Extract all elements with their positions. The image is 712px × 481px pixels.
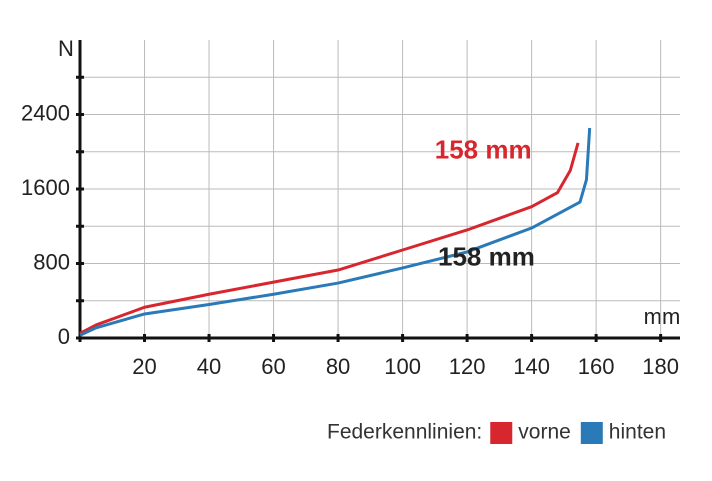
x-tick-label: 80 (326, 354, 350, 379)
x-tick-label: 40 (197, 354, 221, 379)
x-tick-label: 60 (261, 354, 285, 379)
data-line (79, 127, 592, 337)
x-tick-label: 100 (384, 354, 421, 379)
legend-swatch (580, 422, 603, 444)
x-tick-label: 180 (642, 354, 679, 379)
data-line (79, 142, 580, 335)
y-tick-label: 0 (58, 324, 70, 349)
x-tick-label: 160 (578, 354, 615, 379)
x-tick-label: 120 (449, 354, 486, 379)
x-tick-label: 20 (132, 354, 156, 379)
x-tick-label: 140 (513, 354, 550, 379)
legend-swatch (490, 422, 513, 444)
y-tick-label: 2400 (21, 100, 70, 125)
legend-label: hinten (609, 421, 666, 444)
annotation: 158 mm (438, 242, 535, 272)
legend-label: vorne (518, 421, 571, 444)
y-tick-label: 800 (33, 249, 70, 274)
x-axis-label: mm (644, 304, 681, 329)
legend-title: Federkennlinien: (327, 421, 482, 444)
y-axis-label: N (58, 36, 74, 61)
y-tick-label: 1600 (21, 175, 70, 200)
annotation: 158 mm (435, 135, 532, 165)
